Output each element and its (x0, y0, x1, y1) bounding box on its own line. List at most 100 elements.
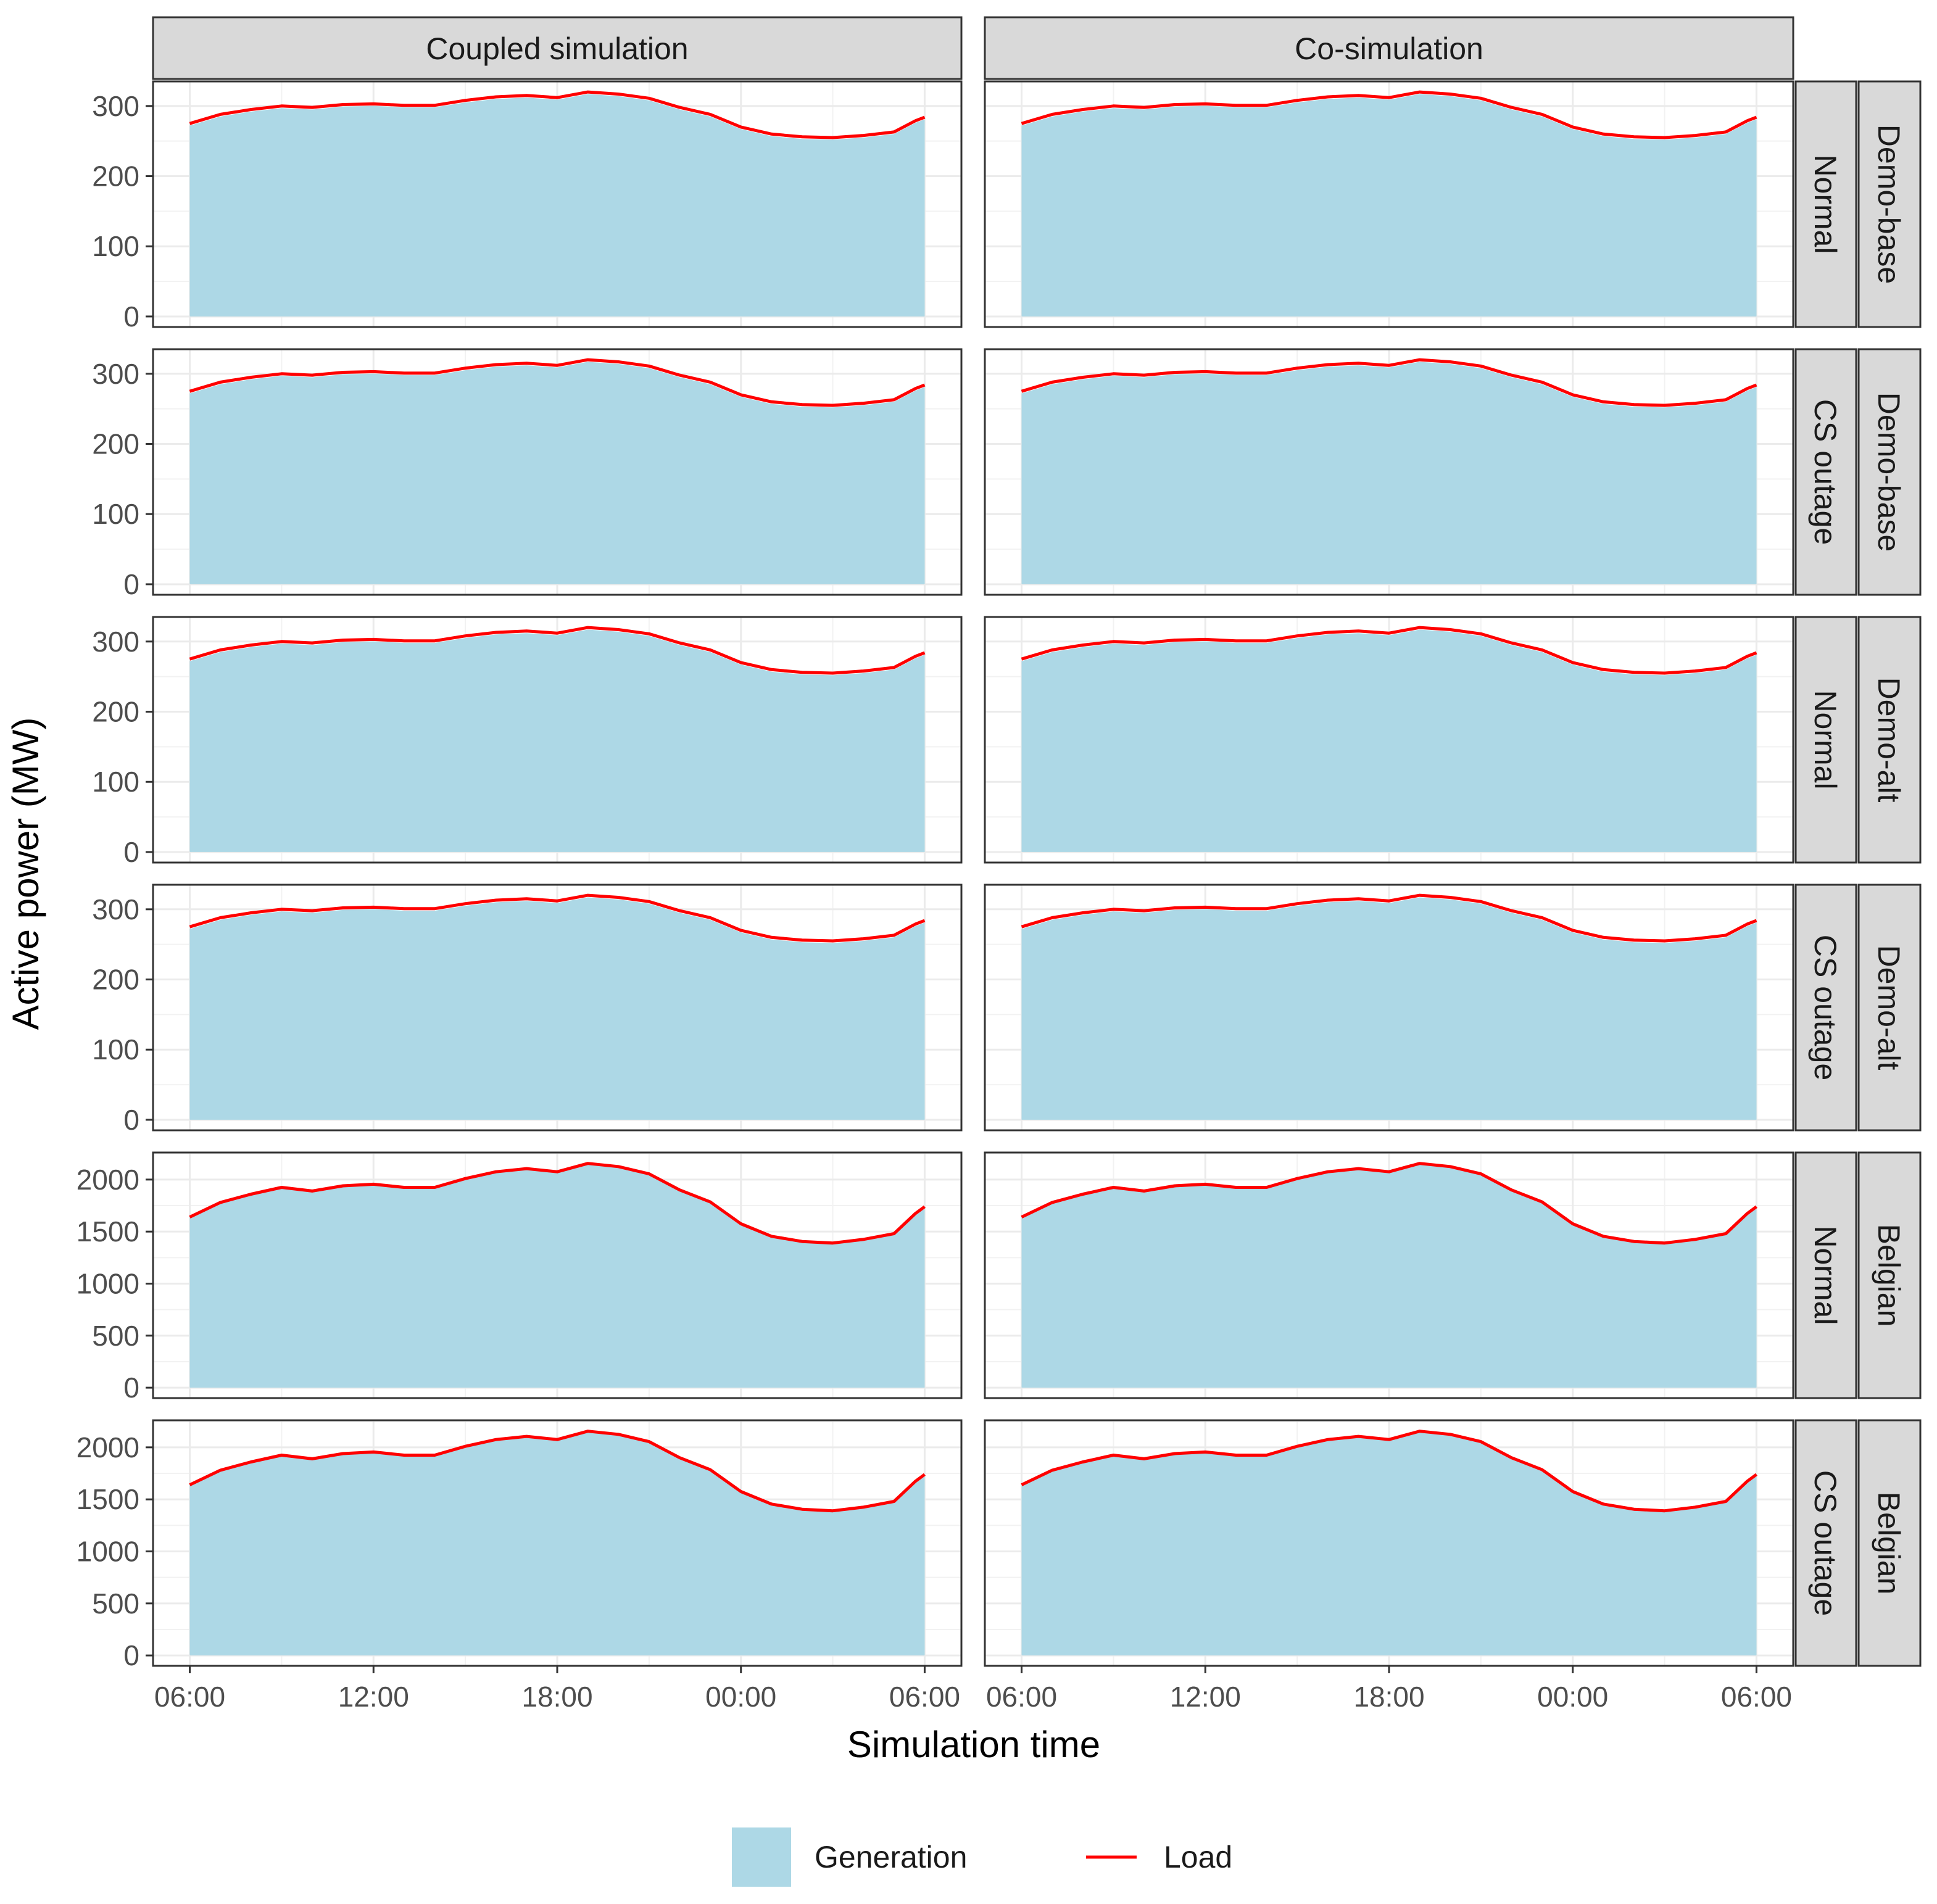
load-line (189, 90, 926, 139)
column-strip (984, 16, 1794, 80)
scenario-strip-label: Normal (1808, 690, 1843, 789)
panel-demo-alt-normal-coupled (152, 616, 963, 864)
load-line (189, 1162, 926, 1245)
x-tick-label: 00:00 (705, 1681, 776, 1713)
y-tick-label: 0 (123, 836, 139, 868)
scenario-strip (1794, 1151, 1857, 1399)
panel-demo-base-cs-outage-coupled (152, 348, 963, 596)
generation-area (189, 1164, 925, 1388)
panel-belgian-normal-cosim (984, 1151, 1794, 1399)
case-strip-label: Demo-alt (1872, 945, 1906, 1070)
row-strip-group: CS outage Belgian (1794, 1419, 1922, 1667)
x-tick-label: 18:00 (1353, 1681, 1424, 1713)
axes-layer: 0 100 200 300 0 100 200 300 0 100 200 300 0 100 200 300… (77, 90, 1792, 1713)
y-tick-label: 200 (92, 964, 139, 996)
x-tick-label: 06:00 (889, 1681, 960, 1713)
panel-border (984, 348, 1794, 596)
load-line (189, 626, 926, 675)
case-strip (1857, 348, 1922, 596)
load-line (1021, 358, 1757, 407)
case-strip-label: Demo-base (1872, 392, 1906, 552)
load-line (189, 893, 926, 943)
y-tick-label: 300 (92, 90, 139, 122)
x-axis-title: Simulation time (847, 1724, 1100, 1765)
generation-area (1021, 629, 1757, 852)
scenario-strip-label: CS outage (1808, 399, 1843, 545)
y-tick-label: 200 (92, 160, 139, 192)
y-tick-label: 100 (92, 1033, 139, 1066)
y-tick-label: 1000 (77, 1535, 139, 1567)
y-tick-label: 2000 (77, 1164, 139, 1196)
y-tick-label: 300 (92, 358, 139, 390)
generation-area (1021, 1164, 1757, 1388)
y-axis-title: Active power (MW) (5, 718, 46, 1030)
panel-demo-base-cs-outage-cosim (984, 348, 1794, 596)
scenario-strip-label: CS outage (1808, 935, 1843, 1080)
y-tick-label: 500 (92, 1320, 139, 1352)
panel-border (152, 348, 963, 596)
y-tick-label: 2000 (77, 1431, 139, 1463)
y-tick-label: 100 (92, 498, 139, 530)
row-strip-group: Normal Demo-alt (1794, 616, 1922, 864)
x-tick-label: 00:00 (1537, 1681, 1608, 1713)
legend-label-generation: Generation (815, 1840, 967, 1874)
panel-demo-base-normal-coupled (152, 80, 963, 328)
x-tick-label: 06:00 (154, 1681, 225, 1713)
panel-belgian-cs-outage-cosim (984, 1419, 1794, 1667)
y-tick-label: 500 (92, 1587, 139, 1620)
panel-belgian-normal-coupled (152, 1151, 963, 1399)
generation-area (189, 897, 925, 1120)
legend: Generation Load (732, 1827, 1232, 1887)
y-tick-label: 0 (123, 300, 139, 333)
scenario-strip (1794, 616, 1857, 864)
case-strip (1857, 1419, 1922, 1667)
case-strip-label: Demo-base (1872, 125, 1906, 284)
legend-key-generation (732, 1827, 791, 1887)
case-strip-label: Belgian (1872, 1492, 1906, 1595)
load-line (1021, 1162, 1757, 1245)
scenario-strip (1794, 348, 1857, 596)
x-tick-label: 06:00 (1721, 1681, 1792, 1713)
y-tick-label: 0 (123, 568, 139, 600)
panel-demo-alt-normal-cosim (984, 616, 1794, 864)
y-tick-label: 100 (92, 766, 139, 798)
case-strip (1857, 616, 1922, 864)
case-strip (1857, 80, 1922, 328)
y-tick-label: 0 (123, 1639, 139, 1671)
column-strip-group: Co-simulation (984, 16, 1794, 80)
generation-area (189, 362, 925, 584)
column-strip-label: Coupled simulation (426, 31, 688, 66)
row-strip-group: Normal Belgian (1794, 1151, 1922, 1399)
load-line (1021, 1430, 1757, 1513)
column-strip-label: Co-simulation (1295, 31, 1483, 66)
case-strip-label: Belgian (1872, 1224, 1906, 1327)
panel-belgian-cs-outage-coupled (152, 1419, 963, 1667)
load-line (189, 358, 926, 407)
scenario-strip-label: CS outage (1808, 1470, 1843, 1616)
y-tick-label: 0 (123, 1372, 139, 1404)
row-strip-group: Normal Demo-base (1794, 80, 1922, 328)
legend-label-load: Load (1164, 1840, 1232, 1874)
generation-area (1021, 362, 1757, 584)
scenario-strip-label: Normal (1808, 1225, 1843, 1325)
panel-border (152, 616, 963, 864)
y-tick-label: 1000 (77, 1267, 139, 1299)
panel-border (984, 616, 1794, 864)
panel-border (152, 884, 963, 1132)
y-tick-label: 200 (92, 428, 139, 460)
x-tick-label: 18:00 (521, 1681, 592, 1713)
panel-border (984, 884, 1794, 1132)
panel-border (152, 1151, 963, 1399)
y-tick-label: 1500 (77, 1215, 139, 1248)
y-tick-label: 200 (92, 696, 139, 728)
scenario-strip (1794, 884, 1857, 1132)
case-strip (1857, 1151, 1922, 1399)
panel-border (152, 80, 963, 328)
x-tick-label: 12:00 (338, 1681, 409, 1713)
scenario-strip (1794, 1419, 1857, 1667)
panel-demo-alt-cs-outage-cosim (984, 884, 1794, 1132)
generation-area (189, 629, 925, 852)
column-strip-group: Coupled simulation (152, 16, 963, 80)
generation-area (1021, 94, 1757, 317)
